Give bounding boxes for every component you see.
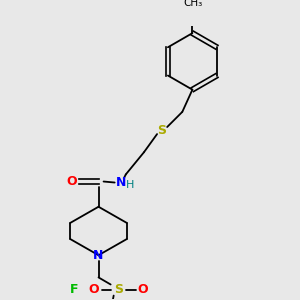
Text: S: S xyxy=(158,124,166,136)
Text: N: N xyxy=(93,249,104,262)
Text: F: F xyxy=(70,283,79,296)
Text: O: O xyxy=(66,175,76,188)
Text: S: S xyxy=(114,283,123,296)
Text: H: H xyxy=(126,179,134,190)
Text: CH₃: CH₃ xyxy=(184,0,203,8)
Text: O: O xyxy=(88,283,99,296)
Text: N: N xyxy=(116,176,126,189)
Text: O: O xyxy=(138,283,148,296)
